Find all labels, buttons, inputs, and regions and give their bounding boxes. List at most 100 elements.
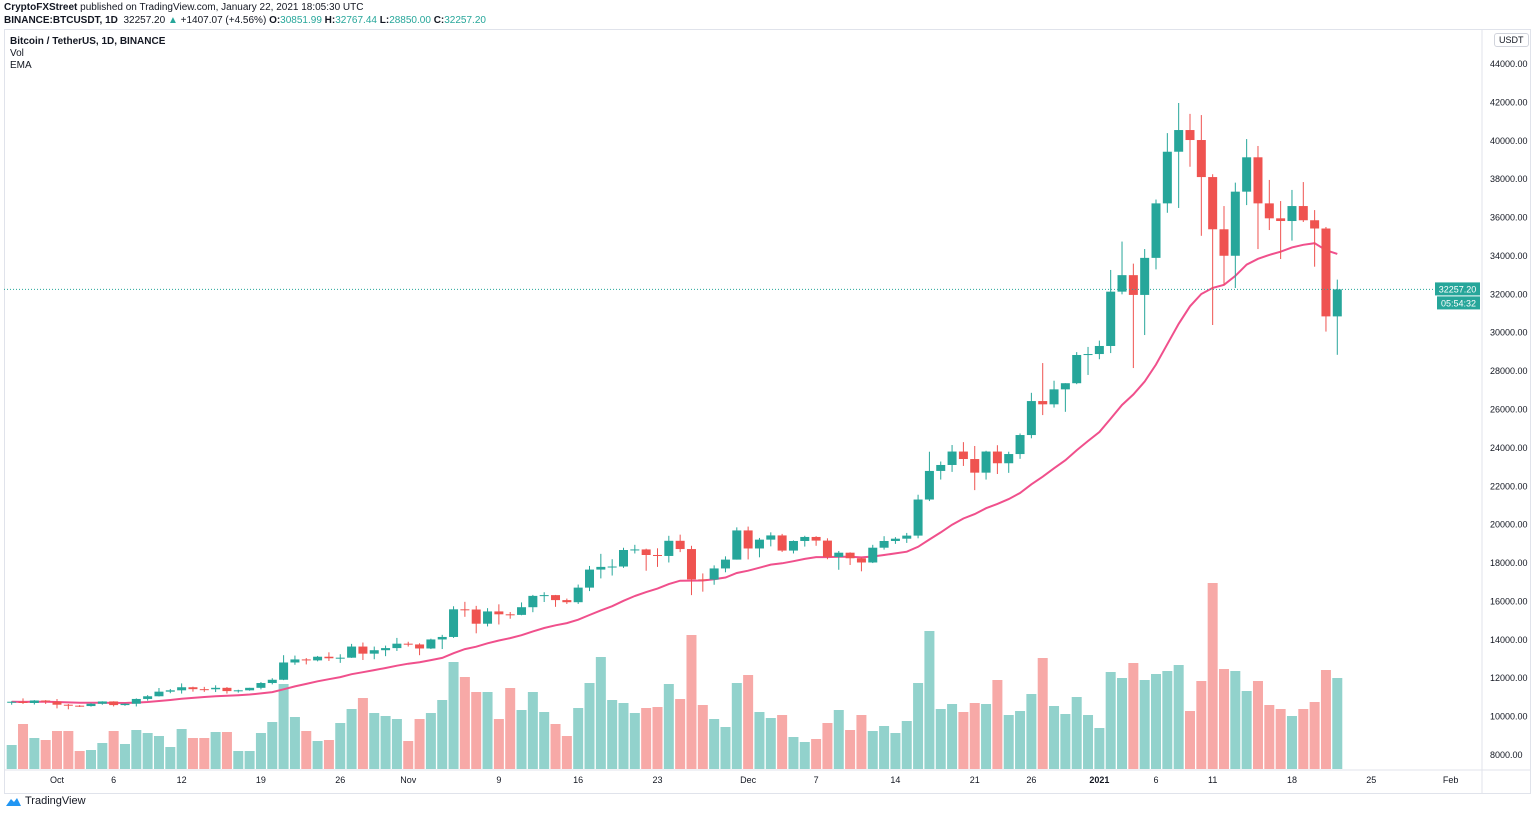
chart-frame[interactable] (4, 29, 1531, 794)
candle (856, 557, 866, 572)
volume-bar (210, 732, 221, 769)
volume-bar (482, 692, 493, 769)
candle-body (970, 459, 980, 473)
candle (1310, 210, 1320, 267)
candle-body (1049, 389, 1059, 405)
candle (652, 548, 662, 567)
candle-body (449, 609, 459, 637)
candle-body (505, 614, 515, 616)
candle-body (403, 643, 413, 645)
volume-bar (1003, 715, 1014, 769)
candle (381, 645, 391, 657)
candle (267, 678, 277, 685)
candle (177, 683, 187, 694)
candle (1230, 182, 1240, 289)
candle (1298, 182, 1308, 222)
candle (902, 532, 912, 543)
symbol-info: BINANCE:BTCUSDT, 1D 32257.20 ▲ +1407.07 … (4, 15, 486, 26)
candle (641, 548, 651, 571)
candle-body (709, 568, 719, 580)
candle-body (879, 540, 889, 548)
volume-bar (550, 724, 561, 769)
volume-bar (913, 683, 924, 769)
candle-body (1106, 291, 1116, 346)
candle (1185, 113, 1195, 167)
candle (211, 685, 221, 693)
candle-body (936, 464, 946, 471)
volume-bar (777, 715, 788, 769)
candle-body (256, 683, 266, 688)
candle (369, 646, 379, 660)
candle-body (743, 530, 753, 549)
x-tick-label: 12 (177, 775, 187, 785)
volume-bar (527, 692, 538, 769)
candle (256, 682, 266, 690)
volume-bar (357, 698, 368, 769)
candle-body (1242, 157, 1252, 192)
candle-body (1038, 401, 1048, 405)
candle-body (686, 549, 696, 580)
candle (1219, 206, 1229, 285)
countdown-badge (1437, 296, 1480, 310)
candle-body (415, 644, 425, 649)
volume-bar (924, 631, 935, 769)
legend-vol[interactable]: Vol (10, 48, 24, 59)
candle-body (1219, 229, 1229, 256)
open-value: 30851.99 (280, 15, 322, 26)
volume-bar (119, 744, 130, 769)
volume-bar (403, 741, 414, 769)
y-tick-label: 36000.00 (1490, 213, 1528, 223)
candle (7, 701, 17, 705)
candle (1196, 115, 1206, 236)
footer-brand: TradingView (25, 795, 86, 807)
x-tick-label: 21 (970, 775, 980, 785)
candle (788, 540, 798, 554)
candle-body (1332, 289, 1342, 317)
candle-body (1230, 191, 1240, 256)
currency-unit[interactable]: USDT (1494, 33, 1529, 47)
candle-body (7, 701, 17, 703)
candle-body (1276, 218, 1286, 222)
candle (1117, 241, 1127, 295)
volume-bar (1286, 716, 1297, 769)
candle-body (528, 595, 538, 608)
volume-bar (97, 743, 108, 769)
volume-bar (459, 677, 470, 769)
candle (165, 688, 175, 694)
y-tick-label: 42000.00 (1490, 97, 1528, 107)
volume-bar (754, 712, 765, 769)
x-tick-label: 18 (1287, 775, 1297, 785)
candle (279, 655, 289, 681)
volume-bar (516, 710, 527, 769)
volume-bar (289, 717, 300, 769)
volume-bar (1026, 694, 1037, 769)
candle-body (1083, 354, 1093, 356)
y-tick-label: 8000.00 (1490, 750, 1523, 760)
volume-bar (1230, 671, 1241, 769)
tradingview-logo: TradingView (4, 795, 86, 807)
candle (585, 565, 595, 592)
candle (517, 602, 527, 616)
volume-bar (187, 738, 198, 769)
candle (924, 451, 934, 502)
candle-body (347, 646, 357, 658)
volume-bar (1218, 669, 1229, 769)
volume-bar (1015, 711, 1026, 769)
candle-body (652, 554, 662, 556)
candle-body (1128, 275, 1138, 295)
candle-body (664, 540, 674, 556)
publisher[interactable]: CryptoFXStreet (4, 2, 78, 13)
candle-body (369, 650, 379, 654)
legend-ema[interactable]: EMA (10, 60, 32, 71)
candle-body (29, 700, 39, 703)
candle (822, 538, 832, 560)
candle (720, 556, 730, 573)
candle-body (630, 549, 640, 551)
candle-body (1208, 177, 1218, 230)
last-price: 32257.20 (123, 15, 166, 26)
volume-bar (85, 750, 96, 769)
chart-legend: Bitcoin / TetherUS, 1D, BINANCE Vol EMA (10, 36, 165, 72)
candle (52, 698, 62, 709)
volume-bar (788, 737, 799, 769)
